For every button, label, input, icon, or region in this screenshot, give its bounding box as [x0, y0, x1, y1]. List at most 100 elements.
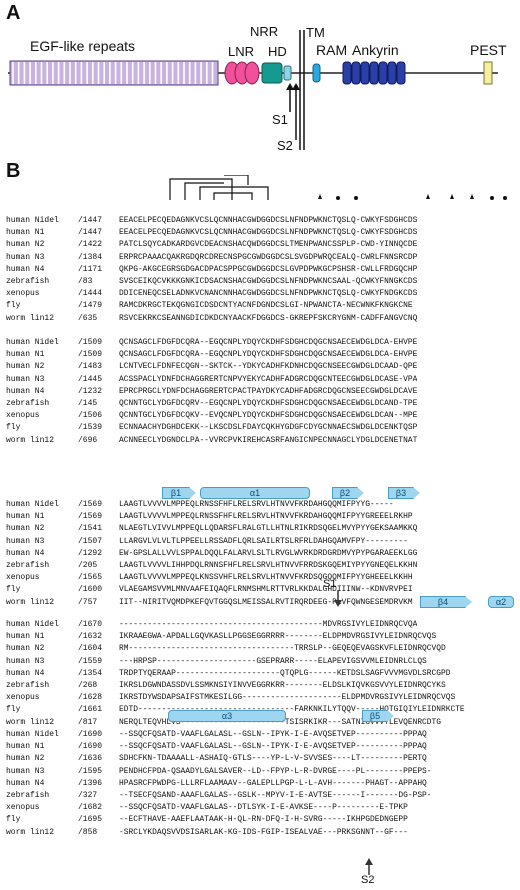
sequence-row: LCNTVECLFDNFECQGN--SKTCK--YDKYCADHFKDNHC… — [119, 362, 418, 372]
hd-box-2 — [283, 65, 292, 81]
species-name: human Nidel — [6, 620, 59, 629]
label-lnr: LNR — [228, 44, 255, 59]
species-name: xenopus — [6, 289, 40, 299]
site-s1-arrow — [334, 590, 342, 607]
species-name: zebrafish — [6, 561, 50, 570]
conservation-highlight — [445, 338, 452, 448]
species-name: human N1 — [6, 512, 45, 522]
ss-alpha2: α2 — [488, 596, 514, 608]
sequence-row: ACSSPACLYDNFDCHAGGRERTCNPVYEKYCADHFADGRC… — [119, 374, 418, 384]
sequence-start: /1569 — [78, 500, 103, 509]
sequence-row: EEACELPECQEDAGNKVCSLQCNNHACGWDGGDCSLNFND… — [119, 228, 418, 238]
sequence-row: EW-GPSLALLVVLSPPALDQQLFALARVLSLTLRVGLWVR… — [119, 548, 418, 558]
sequence-row: NLAEGTLVIVVLMPPEQLLQDARSFLRALGTLLHTNLRIK… — [119, 524, 418, 534]
sequence-start: /1690 — [78, 730, 103, 739]
sequence-start: /1509 — [78, 338, 103, 347]
sequence-row: RSVCEKRKCSEANNGDICDKDCNYAACKFDGGDCS-GKRE… — [119, 313, 418, 323]
sequence-row: QKPG-AKGCEGRSGDGACDPACSPPGCGWDGGDCSLGVPD… — [119, 264, 418, 274]
sequence-row: LAAGTLVVVVLMPPEQLRNSSFHFLRELSRVLHTNVVFKR… — [119, 512, 413, 522]
sequence-row: RM-----------------------------------TRR… — [119, 644, 446, 654]
notch-domain-diagram — [8, 30, 498, 150]
lnr-3 — [244, 61, 260, 85]
ss-beta4: β4 — [420, 596, 472, 608]
conservation-highlight — [482, 730, 489, 840]
panel-label-b: B — [6, 160, 21, 182]
label-tm: TM — [306, 25, 325, 40]
species-name: worm lin12 — [6, 435, 55, 445]
label-ankyrin: Ankyrin — [352, 42, 399, 58]
sequence-row: EDTD---------------------------------FAR… — [119, 705, 465, 715]
sequence-start: /1559 — [78, 656, 103, 666]
species-name: fly — [6, 585, 21, 595]
hd-box — [261, 62, 283, 84]
sequence-start: /1447 — [78, 228, 103, 238]
label-egf: EGF-like repeats — [30, 38, 136, 54]
sequence-start: /1632 — [78, 632, 103, 642]
species-name: human N3 — [6, 252, 45, 262]
label-nrr: NRR — [250, 24, 279, 39]
sequence-row: EEACELPECQEDAGNKVCSLQCNNHACGWDGGDCSLNFND… — [119, 216, 418, 225]
species-name: human N2 — [6, 524, 45, 534]
sequence-row: ----------------------------------------… — [119, 620, 418, 629]
species-name: worm lin12 — [6, 597, 55, 607]
conservation-highlight — [488, 338, 495, 448]
sequence-row: IKRAAEGWA-APDALLGQVKASLLPGGSEGGRRRR-----… — [119, 632, 437, 642]
species-name: xenopus — [6, 573, 40, 583]
sequence-start: /268 — [78, 681, 98, 690]
sequence-row: LAAGTLVVVVLMPPEQLRNSSFHFLRELSRVLHTNVVFKR… — [119, 500, 394, 509]
label-hd: HD — [268, 44, 287, 59]
species-name: worm lin12 — [6, 827, 55, 837]
sequence-start: /1595 — [78, 766, 103, 776]
species-name: human N4 — [6, 778, 45, 788]
sequence-row: SVSCEIKQCVKKKGNKICDSACNSHACGWDGGDCSLNFND… — [119, 277, 418, 286]
species-name: human N4 — [6, 548, 45, 558]
species-name: fly — [6, 815, 21, 825]
conservation-highlight — [439, 338, 446, 448]
sequence-row: ACNNEECLYDGNDCLPA--VVRCPVKIREHCASRFANGIC… — [119, 435, 418, 445]
sequence-start: /757 — [78, 597, 98, 607]
species-name: human N1 — [6, 350, 45, 360]
sequence-start: /1171 — [78, 264, 103, 274]
conservation-highlight — [457, 338, 464, 448]
species-name: human N3 — [6, 536, 45, 546]
conservation-highlight — [488, 216, 495, 326]
sequence-row: LAAGTLVVVVLMPPEQLKNSSVHFLRELSRVLHTNVVFKR… — [119, 573, 413, 583]
species-name: human Nidel — [6, 730, 59, 739]
egf-stripes — [12, 62, 214, 84]
sequence-start: /1479 — [78, 301, 103, 311]
species-name: human N2 — [6, 754, 45, 764]
sequence-row: IIT--NIRITVQMDPKEFQVTGGQSLMEISSALRVTIRQR… — [119, 597, 413, 607]
sequence-row: PATCLSQYCADKARDGVCDEACNSHACQWDGGDCSLTMEN… — [119, 240, 418, 250]
sequence-row: --TSECFQSAND-AAAFLGALAS--GSLK--MPYV-I-E-… — [119, 791, 432, 800]
sequence-row: -SRCLYKDAQSVVDSISARLAK-KG-IDS-FGIP-ISEAL… — [119, 827, 408, 837]
sequence-row: QCNSAGCLFDGFDCQRA--EGQCNPLYDQYCKDHFSDGHC… — [119, 350, 418, 360]
sequence-row: HPASRCFPWDPG-LLLRFLAAMAAV--GALEPLLPGP-L-… — [119, 778, 427, 788]
conservation-highlight — [427, 500, 434, 610]
sequence-row: PENDHCFPDA-QSAADYLGALSAVER--LD--FPYP-L-R… — [119, 766, 432, 776]
label-s2: S2 — [277, 138, 293, 153]
site-s1-label: S1 — [323, 578, 337, 590]
sequence-start: /1444 — [78, 289, 103, 299]
species-name: zebrafish — [6, 399, 50, 408]
ram-box — [312, 63, 321, 83]
species-name: human Nidel — [6, 216, 59, 225]
sequence-start: /83 — [78, 277, 93, 286]
sequence-row: LAAGTLVVVVLIHHPDQLRNNSFHFLRELSRVLHTNVVFR… — [119, 561, 418, 570]
sequence-start: /1384 — [78, 252, 103, 262]
species-name: human N3 — [6, 656, 45, 666]
sequence-start: /1506 — [78, 411, 103, 421]
sequence-start: /327 — [78, 791, 98, 800]
sequence-row: SDHCFKN-TDAAAALL-ASHAIQ-GTLS----YP-L-V-S… — [119, 754, 427, 764]
ss-beta3: β3 — [388, 487, 420, 499]
site-s2-label: S2 — [361, 874, 375, 886]
sequence-row: --ECFTHAVE-AAEFLAATAAK-H-QL-RN-DFQ-I-H-S… — [119, 815, 408, 825]
species-name: xenopus — [6, 803, 40, 813]
sequence-start: /1682 — [78, 803, 103, 813]
sequence-start: /145 — [78, 399, 98, 408]
species-name: human N3 — [6, 374, 45, 384]
sequence-row: IKRSLDGWNDASSDVLSSMKNSIYINVVEGGRKRR-----… — [119, 681, 446, 690]
sequence-start: /1600 — [78, 585, 103, 595]
sequence-start: /1232 — [78, 386, 103, 396]
sequence-start: /1604 — [78, 644, 103, 654]
conservation-highlight — [433, 338, 440, 448]
